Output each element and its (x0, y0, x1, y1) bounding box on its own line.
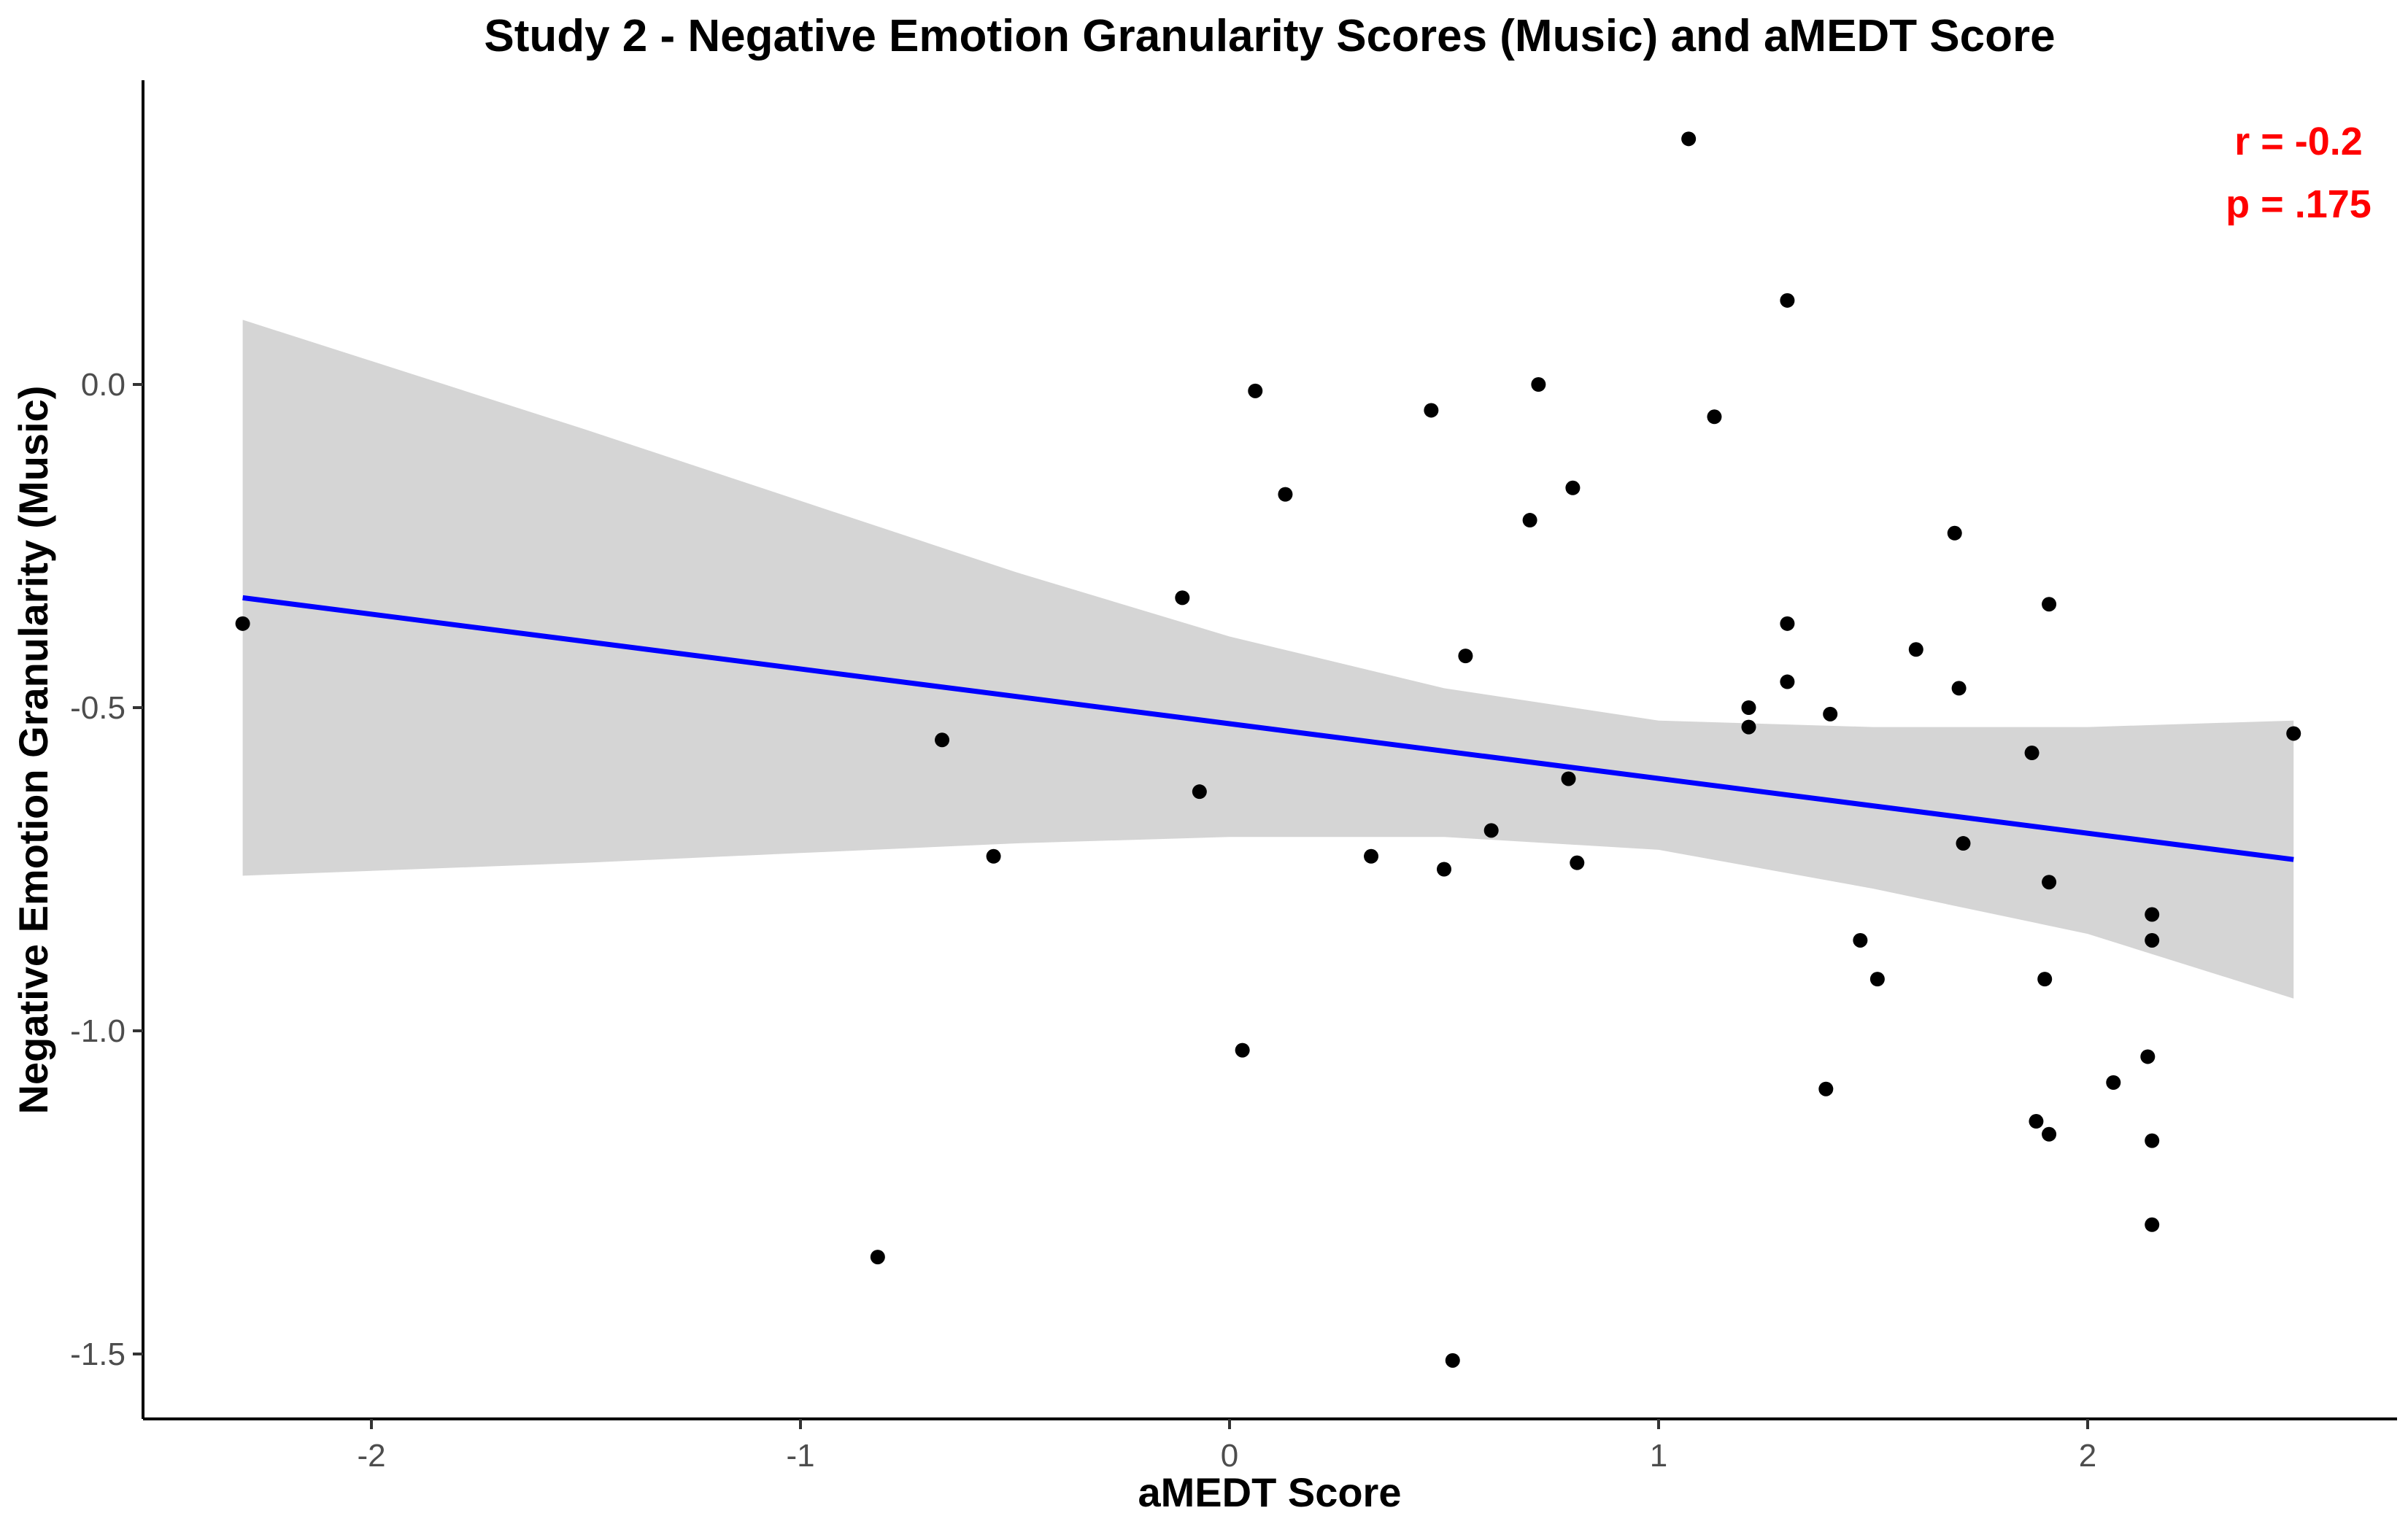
data-point (1823, 706, 1838, 721)
data-point (1780, 674, 1795, 689)
x-tick-label: 1 (1650, 1438, 1667, 1474)
data-point (1192, 784, 1207, 800)
data-point (1947, 525, 1962, 541)
data-point (2286, 726, 2301, 741)
y-tick-label: -1.0 (70, 1013, 126, 1049)
confidence-band-layer (242, 320, 2294, 999)
data-point (870, 1250, 885, 1265)
x-axis-title: aMEDT Score (1138, 1469, 1402, 1515)
data-point (2029, 1114, 2044, 1129)
data-point (1707, 409, 1722, 425)
data-point (1531, 377, 1546, 392)
data-point (1956, 836, 1971, 851)
data-point (235, 616, 250, 631)
data-point (2145, 907, 2160, 922)
correlation-label: r = -0.2 (2234, 120, 2363, 163)
data-point (1364, 848, 1379, 864)
data-point (1818, 1081, 1834, 1096)
chart-title: Study 2 - Negative Emotion Granularity S… (484, 11, 2055, 61)
y-axis-ticks: 0.0 -0.5 -1.0 -1.5 (70, 367, 143, 1372)
x-axis-ticks: -2 -1 0 1 2 (357, 1419, 2096, 1474)
data-point (1741, 719, 1756, 735)
data-point (1570, 855, 1585, 870)
data-point (1522, 513, 1537, 528)
data-point (1681, 131, 1697, 147)
data-point (1869, 972, 1885, 987)
p-value-label: p = .175 (2226, 182, 2372, 226)
data-point (1278, 487, 1293, 502)
data-point (1951, 681, 1967, 696)
data-point (935, 732, 950, 748)
x-tick-label: -2 (357, 1438, 385, 1474)
data-points-layer (235, 131, 2301, 1368)
y-tick-label: -1.5 (70, 1336, 126, 1372)
data-point (1458, 649, 1473, 664)
y-tick-label: 0.0 (81, 367, 126, 403)
regression-line-layer (242, 595, 2294, 862)
data-point (1565, 480, 1581, 495)
regression-line (242, 595, 2294, 862)
y-axis-title: Negative Emotion Granularity (Music) (10, 386, 56, 1115)
data-point (1248, 383, 1263, 398)
x-tick-label: 0 (1221, 1438, 1238, 1474)
confidence-band (242, 320, 2294, 999)
data-point (2145, 1133, 2160, 1148)
data-point (2024, 746, 2040, 761)
data-point (1780, 616, 1795, 631)
data-point (1483, 823, 1499, 838)
data-point (1853, 932, 1868, 948)
data-point (1445, 1353, 1460, 1368)
data-point (2145, 1217, 2160, 1232)
data-point (1780, 293, 1795, 308)
data-point (1741, 700, 1756, 715)
data-point (2145, 932, 2160, 948)
data-point (2140, 1049, 2156, 1064)
data-point (2106, 1075, 2121, 1090)
y-tick-label: -0.5 (70, 690, 126, 726)
data-point (1908, 642, 1923, 657)
data-point (2042, 1126, 2057, 1142)
data-point (1424, 403, 1439, 418)
data-point (2037, 972, 2053, 987)
x-tick-label: 2 (2079, 1438, 2096, 1474)
data-point (1561, 771, 1576, 786)
data-point (1235, 1042, 1250, 1058)
data-point (2042, 597, 2057, 612)
data-point (2042, 875, 2057, 890)
data-point (1175, 590, 1190, 606)
stats-annotation: r = -0.2 p = .175 (2226, 120, 2372, 226)
data-point (986, 848, 1001, 864)
x-tick-label: -1 (786, 1438, 814, 1474)
data-point (1437, 862, 1451, 877)
